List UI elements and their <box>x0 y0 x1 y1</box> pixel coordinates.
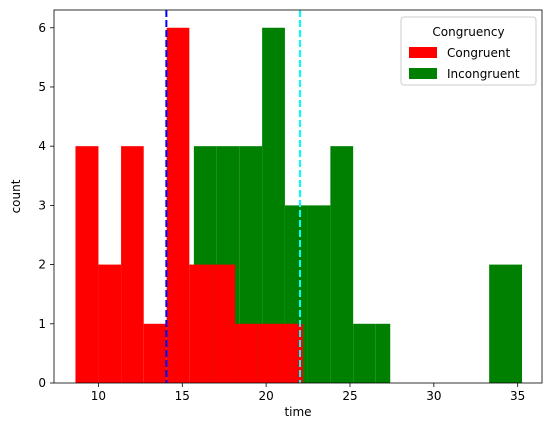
y-tick-label: 1 <box>38 317 46 331</box>
bar-congruent-3 <box>143 323 167 383</box>
x-axis-label: time <box>284 405 311 419</box>
x-tick-label: 15 <box>175 389 190 403</box>
bar-incongruent-6 <box>330 146 354 383</box>
bar-incongruent-5 <box>307 205 331 383</box>
y-tick-label: 5 <box>38 80 46 94</box>
x-tick-label: 10 <box>91 389 106 403</box>
y-axis-label: count <box>9 179 23 213</box>
x-tick-label: 20 <box>258 389 273 403</box>
legend: Congruency Congruent Incongruent <box>400 16 537 86</box>
reference-lines <box>165 10 302 383</box>
y-tick-label: 6 <box>38 21 46 35</box>
bar-incongruent-9 <box>489 264 523 383</box>
x-tick-label: 35 <box>510 389 525 403</box>
x-tick-label: 30 <box>426 389 441 403</box>
histogram-bars <box>75 27 523 384</box>
bar-congruent-4 <box>166 27 190 384</box>
bar-congruent-8 <box>257 323 281 383</box>
bar-incongruent-3 <box>262 27 285 384</box>
y-tick-label: 4 <box>38 139 46 153</box>
y-tick-label: 3 <box>38 198 46 212</box>
bar-congruent-6 <box>212 264 236 383</box>
legend-swatch-incongruent <box>409 68 437 79</box>
legend-title: Congruency <box>432 25 504 39</box>
bar-incongruent-7 <box>353 323 376 383</box>
y-axis-ticks: 0 1 2 3 4 5 6 <box>38 21 54 390</box>
y-tick-label: 2 <box>38 258 46 272</box>
x-axis-ticks: 10 15 20 25 30 35 <box>91 383 525 403</box>
legend-label-congruent: Congruent <box>447 46 510 60</box>
bar-congruent-1 <box>98 264 122 383</box>
plot-frame <box>53 9 543 384</box>
bar-congruent-0 <box>75 146 99 383</box>
bar-congruent-2 <box>121 146 144 383</box>
legend-label-incongruent: Incongruent <box>447 67 520 81</box>
bar-incongruent-8 <box>375 323 391 383</box>
bar-congruent-5 <box>189 264 213 383</box>
x-tick-label: 25 <box>342 389 357 403</box>
bar-congruent-7 <box>235 323 258 383</box>
y-tick-label: 0 <box>38 376 46 390</box>
legend-swatch-congruent <box>409 47 437 58</box>
bar-congruent-9 <box>280 323 304 383</box>
